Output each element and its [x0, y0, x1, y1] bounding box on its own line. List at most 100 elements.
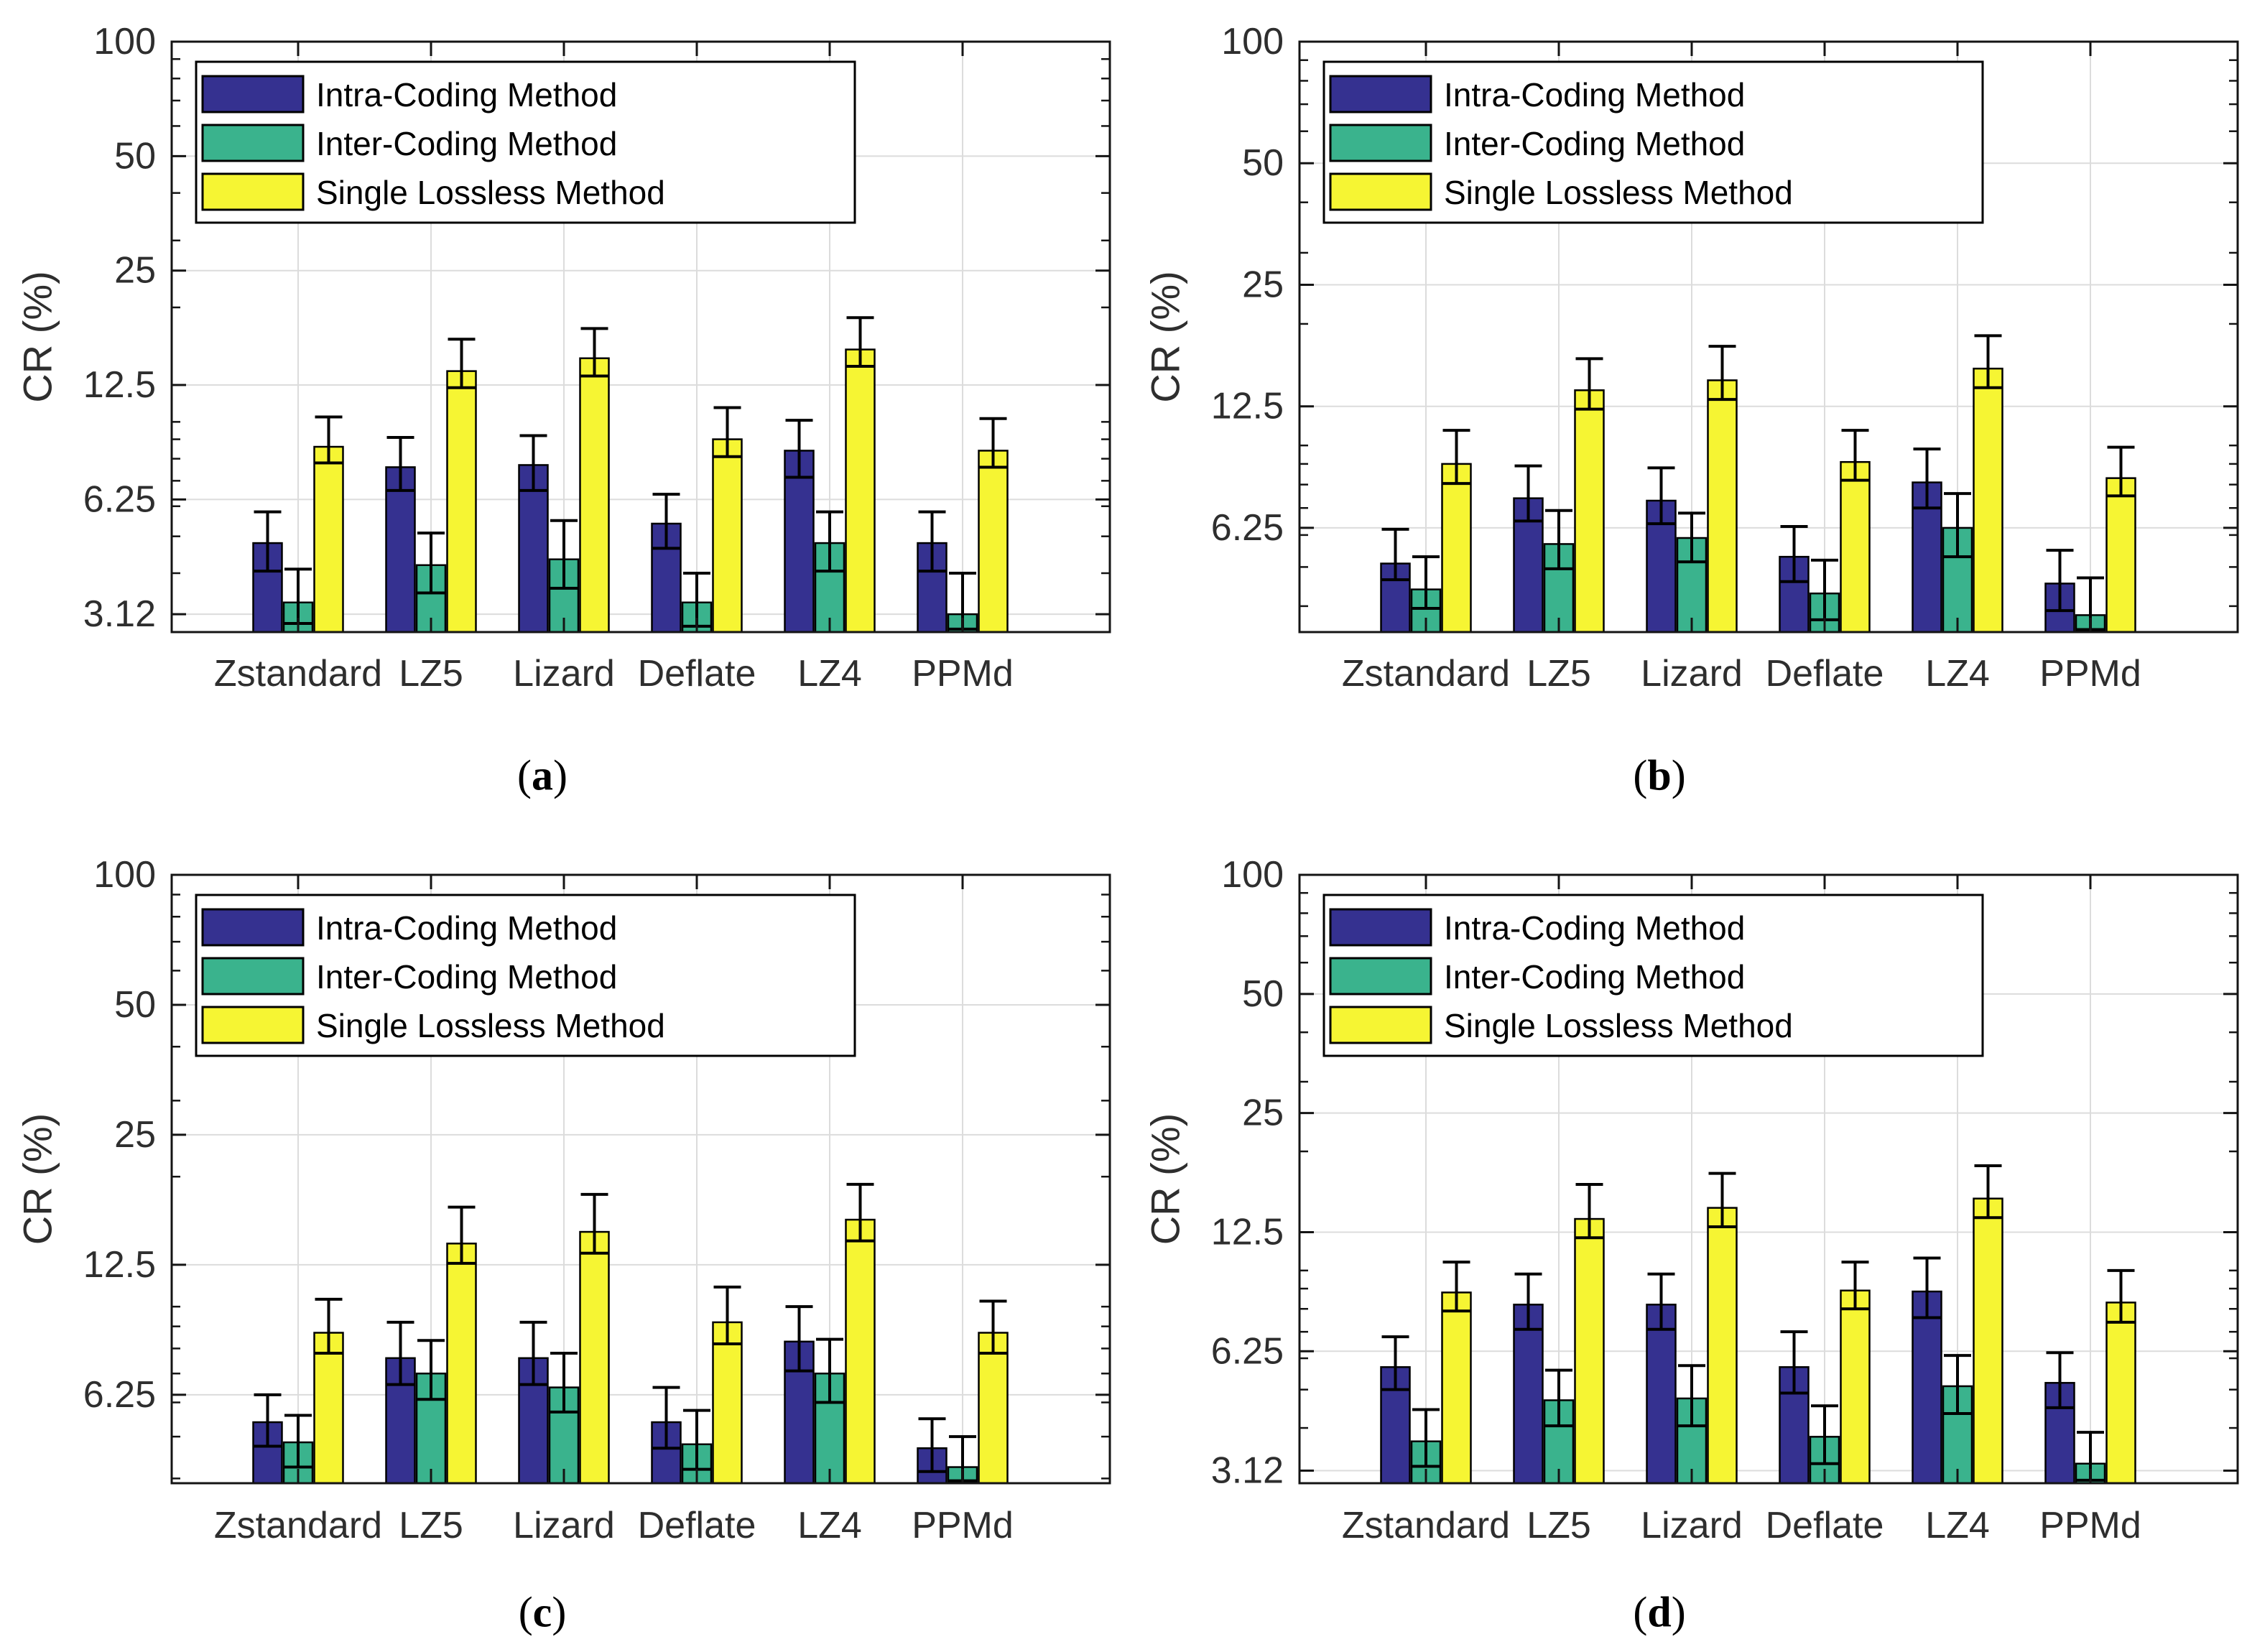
error-bar [1678, 1364, 1705, 1428]
legend-label: Single Lossless Method [1444, 174, 1793, 211]
legend-label: Intra-Coding Method [1444, 76, 1745, 113]
legend-swatch [201, 908, 305, 947]
y-tick-label: 12.5 [83, 364, 156, 406]
error-bar [979, 417, 1007, 469]
caption-paren-close: ) [1671, 1588, 1686, 1636]
plot-box [170, 40, 1111, 634]
caption-a: (a) [413, 751, 672, 801]
error-bar [713, 406, 741, 458]
error-bar [519, 1320, 547, 1386]
legend: Intra-Coding Method Inter-Coding Method Si… [1322, 894, 1984, 1057]
error-bar [846, 1182, 874, 1243]
legend: Intra-Coding Method Inter-Coding Method Si… [195, 60, 856, 224]
y-tick-label: 6.25 [83, 1374, 156, 1416]
error-bar [580, 327, 608, 378]
error-bar [386, 436, 414, 492]
legend-label: Single Lossless Method [316, 174, 665, 211]
x-category-label: Deflate [638, 653, 756, 695]
error-bar [254, 1393, 282, 1448]
error-bar [1708, 345, 1736, 402]
error-bar [1545, 1368, 1572, 1428]
x-category-label: PPMd [2039, 1505, 2141, 1546]
error-bar [816, 1337, 843, 1404]
error-bar [2046, 1351, 2074, 1409]
x-category-label: LZ4 [1925, 1505, 1990, 1546]
error-bar [1841, 1261, 1869, 1311]
caption-paren-close: ) [552, 1588, 567, 1636]
error-bar [1575, 357, 1603, 411]
error-bar [1647, 466, 1675, 526]
y-axis-label: CR (%) [15, 271, 60, 403]
caption-b: (b) [1530, 751, 1789, 801]
y-tick-label: 12.5 [83, 1244, 156, 1286]
bar [1707, 1207, 1738, 1485]
caption-c: (c) [413, 1588, 672, 1638]
bar [1441, 463, 1472, 634]
error-bar [519, 434, 547, 492]
y-tick-label: 3.12 [1211, 1450, 1284, 1492]
x-category-label: LZ5 [399, 1505, 463, 1546]
bar [978, 1332, 1009, 1485]
error-bar [1913, 447, 1941, 510]
error-bar [580, 1192, 608, 1255]
error-bar [652, 493, 680, 550]
series-intra [1380, 447, 2075, 634]
series-intra [252, 1305, 948, 1485]
x-category-label: Zstandard [214, 653, 382, 695]
legend-label: Inter-Coding Method [1444, 125, 1745, 162]
legend-swatch [201, 172, 305, 211]
error-bar [1780, 524, 1808, 583]
bar [978, 450, 1009, 634]
error-bar [1780, 1330, 1808, 1395]
legend-box [195, 60, 856, 224]
y-tick-label: 100 [1221, 21, 1284, 62]
error-bar [284, 1414, 312, 1469]
series-intra [1380, 1256, 2075, 1485]
caption-letter: c [532, 1588, 552, 1636]
bar [845, 1218, 876, 1485]
error-bar [1412, 1408, 1440, 1468]
bar [845, 348, 876, 634]
error-bar [1944, 492, 1971, 559]
error-bar [1514, 1272, 1542, 1331]
bar [385, 466, 416, 634]
series-inter [1410, 492, 2106, 634]
x-category-label: PPMd [912, 1505, 1014, 1546]
error-bar [785, 419, 813, 479]
legend-swatch [201, 124, 305, 162]
legend-swatch [1329, 908, 1432, 947]
legend-swatch [1329, 957, 1432, 996]
x-category-label: Lizard [513, 653, 615, 695]
y-axis-label: CR (%) [1143, 271, 1188, 403]
error-bar [1381, 1335, 1409, 1391]
legend-swatch [1329, 172, 1432, 211]
bar [1779, 1366, 1810, 1485]
bar [712, 438, 743, 634]
error-bar [1514, 464, 1542, 523]
error-bar [448, 338, 476, 389]
x-category-label: Deflate [1766, 1505, 1884, 1546]
y-tick-label: 25 [1242, 1092, 1284, 1134]
y-tick-label: 6.25 [1211, 507, 1284, 549]
y-tick-label: 12.5 [1211, 386, 1284, 427]
x-category-label: Lizard [513, 1505, 615, 1546]
y-tick-label: 50 [1242, 973, 1284, 1015]
error-bar [448, 1205, 476, 1265]
series-intra [252, 419, 948, 634]
error-bar [2107, 1268, 2135, 1324]
y-tick-label: 12.5 [1211, 1211, 1284, 1253]
error-bar [1811, 1404, 1838, 1465]
bar [1707, 379, 1738, 634]
error-bar [417, 1339, 445, 1401]
bar [1574, 389, 1605, 634]
bar [1840, 460, 1871, 634]
bar [1973, 1197, 2003, 1485]
error-bar [2107, 445, 2135, 498]
bar [446, 1243, 477, 1485]
error-bar [846, 316, 874, 368]
bar [1513, 1304, 1544, 1485]
x-category-label: PPMd [2039, 653, 2141, 695]
x-category-label: LZ4 [1925, 653, 1990, 695]
legend-swatch [201, 1006, 305, 1044]
